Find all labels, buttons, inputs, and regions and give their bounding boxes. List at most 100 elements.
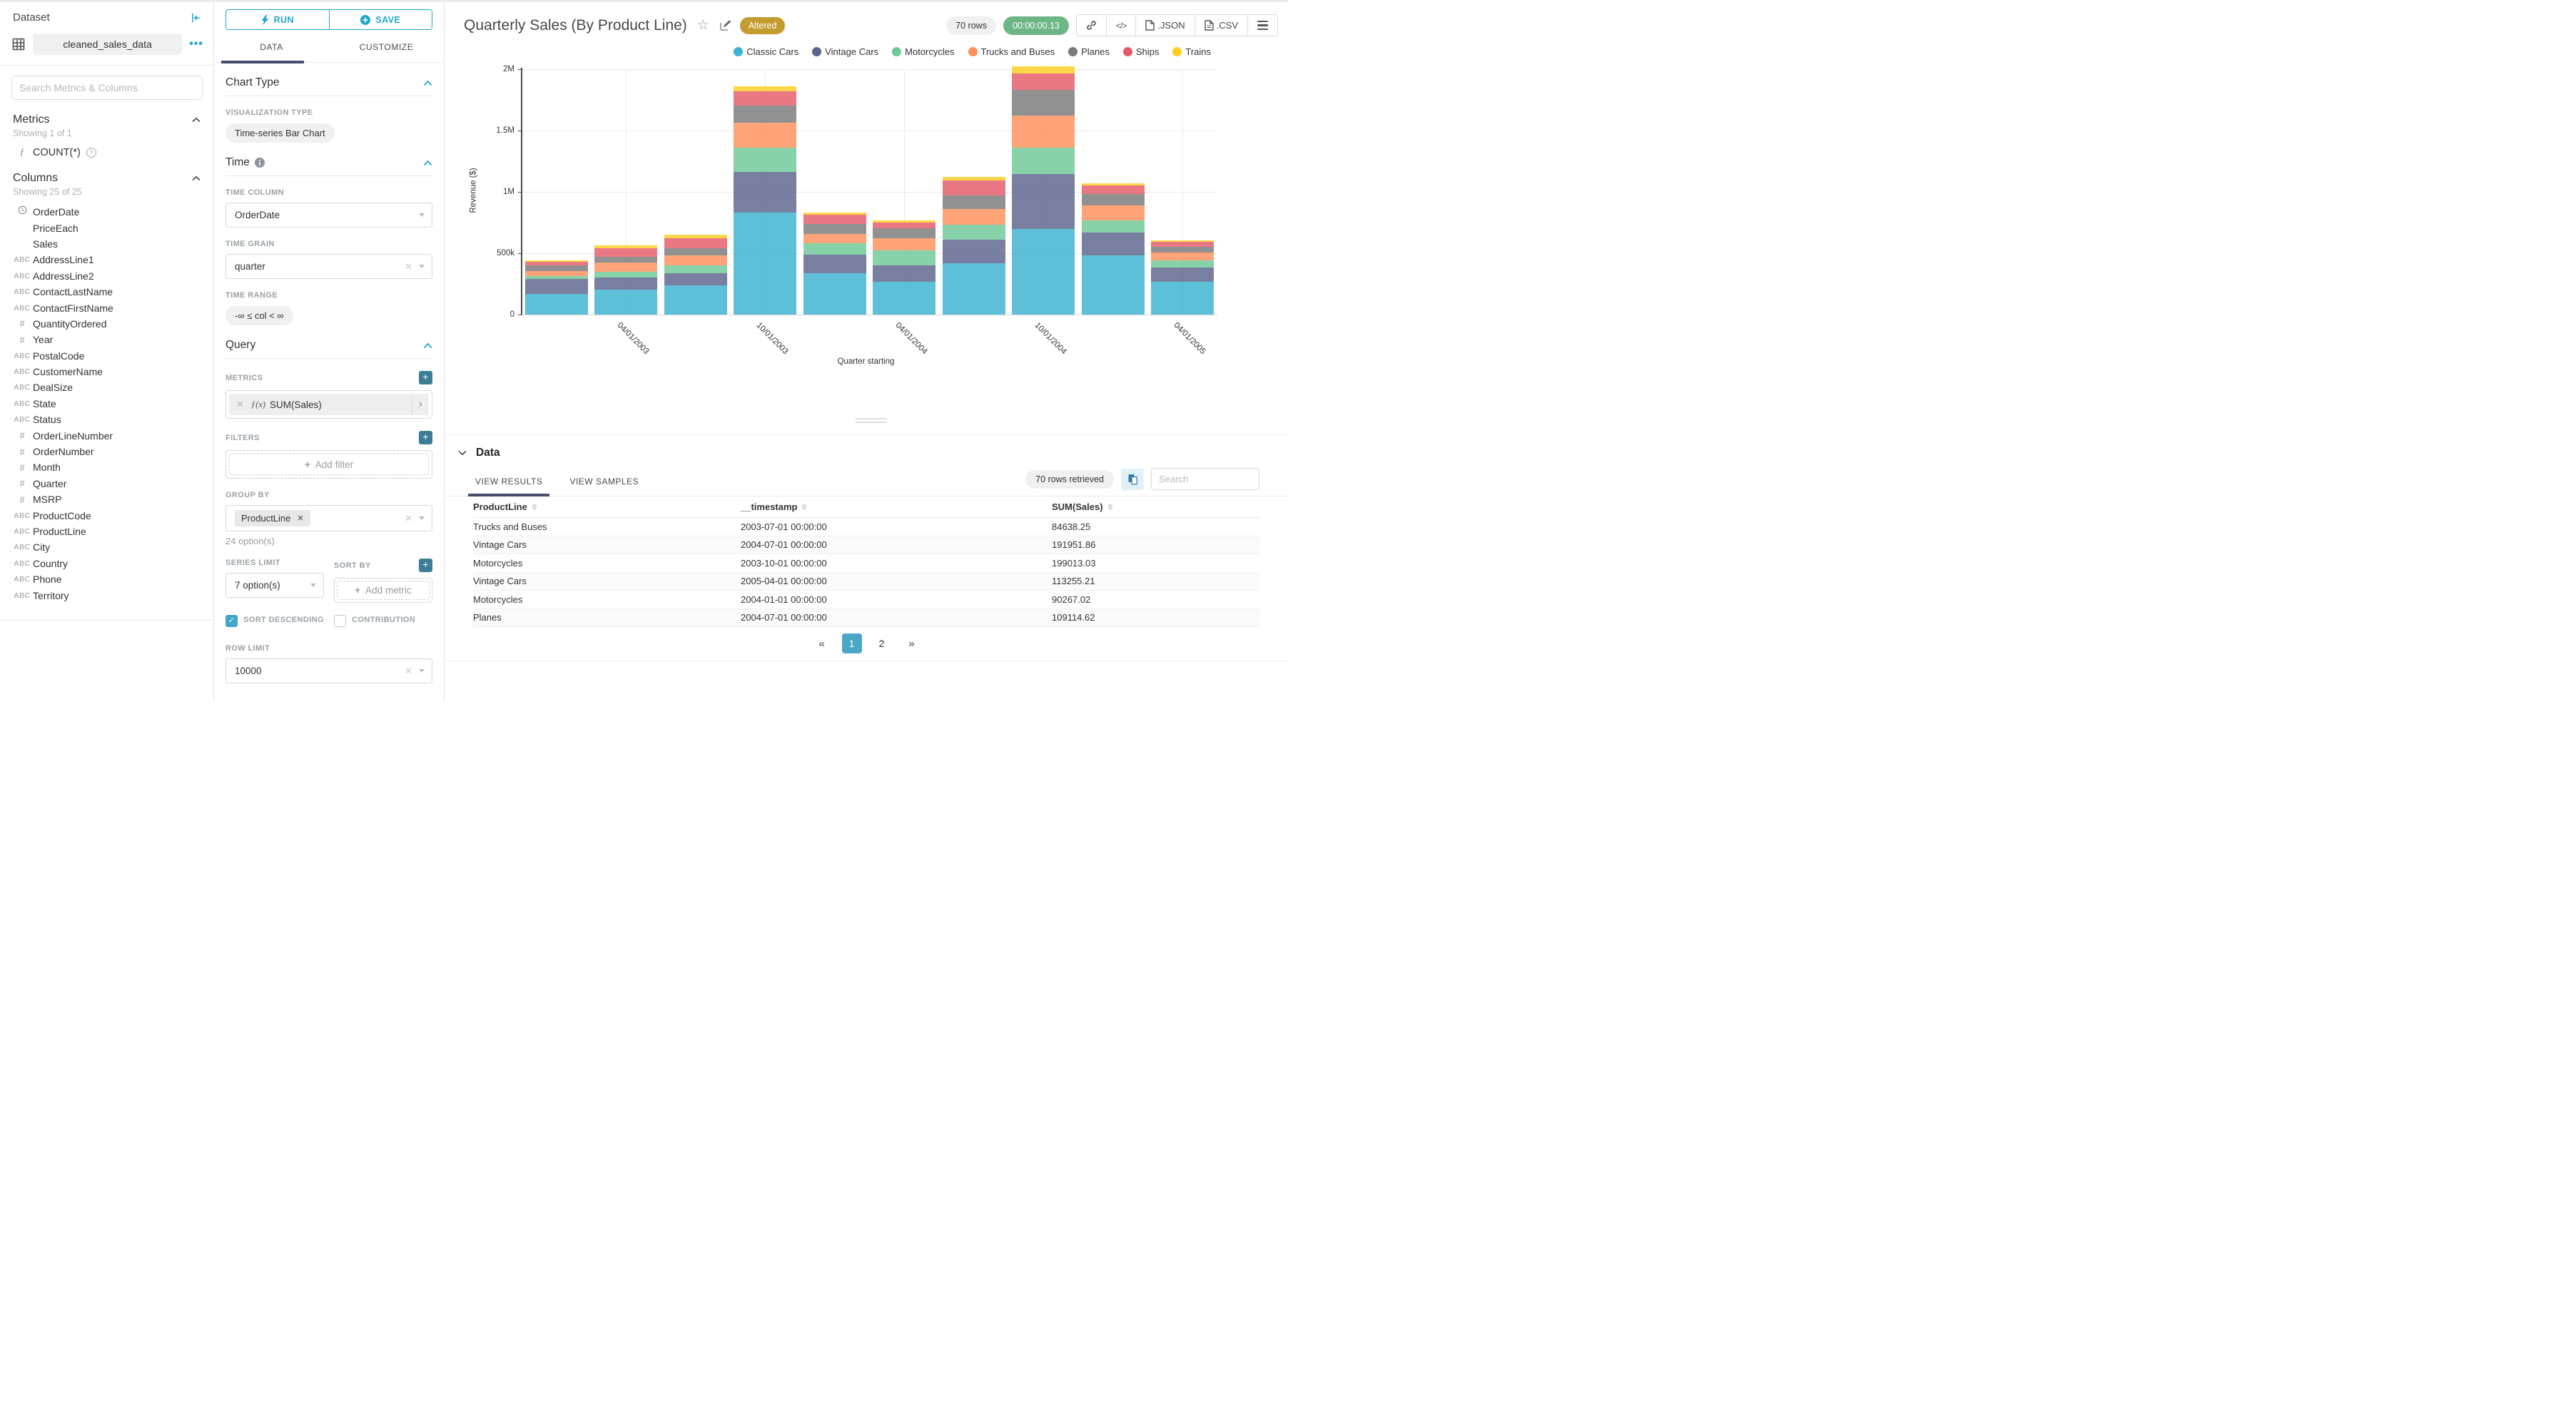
add-filter-button[interactable]: + <box>419 431 432 444</box>
remove-icon[interactable]: ✕ <box>236 399 244 409</box>
sort-icon[interactable] <box>801 504 808 510</box>
bar-segment-vintage-cars[interactable] <box>803 254 866 273</box>
table-row[interactable]: Trucks and Buses 2003-07-01 00:00:00 84638… <box>473 518 1259 536</box>
sort-icon[interactable] <box>531 504 537 510</box>
column-item-dealsize[interactable]: ABC DealSize <box>0 379 213 395</box>
pagination-next[interactable]: » <box>908 637 915 650</box>
legend-item-ships[interactable]: Ships <box>1122 46 1159 57</box>
bar-segment-motorcycles[interactable] <box>1081 220 1145 233</box>
time-range-value[interactable]: -∞ ≤ col < ∞ <box>225 306 293 325</box>
column-item-addressline2[interactable]: ABC AddressLine2 <box>0 268 213 284</box>
clear-icon[interactable]: ✕ <box>405 260 412 272</box>
column-item-state[interactable]: ABC State <box>0 396 213 412</box>
export-csv-button[interactable]: .CSV <box>1195 14 1248 36</box>
bar-segment-motorcycles[interactable] <box>1012 148 1075 175</box>
bar-segment-trains[interactable] <box>664 235 727 238</box>
bar-segment-classic-cars[interactable] <box>1081 255 1145 315</box>
tab-customize[interactable]: CUSTOMIZE <box>359 42 414 52</box>
bar-segment-ships[interactable] <box>1012 73 1075 90</box>
chevron-up-icon[interactable] <box>192 113 201 126</box>
bar-segment-classic-cars[interactable] <box>1012 229 1075 315</box>
bar-segment-classic-cars[interactable] <box>873 282 936 315</box>
column-item-year[interactable]: # Year <box>0 332 213 347</box>
column-item-contactfirstname[interactable]: ABC ContactFirstName <box>0 300 213 315</box>
bar-segment-ships[interactable] <box>664 238 727 249</box>
add-sort-metric-button[interactable]: + <box>419 559 432 572</box>
contribution-checkbox[interactable] <box>334 615 346 627</box>
column-item-territory[interactable]: ABC Territory <box>0 587 213 603</box>
table-row[interactable]: Vintage Cars 2005-04-01 00:00:00 113255.21 <box>473 572 1259 591</box>
chevron-up-icon[interactable] <box>423 80 432 86</box>
bar-segment-ships[interactable] <box>594 248 658 257</box>
bar-segment-classic-cars[interactable] <box>524 293 588 315</box>
column-item-contactlastname[interactable]: ABC ContactLastName <box>0 284 213 300</box>
collapse-data-chevron-icon[interactable] <box>458 447 467 459</box>
row-limit-select[interactable]: 10000 ✕ <box>225 658 432 683</box>
bar-segment-motorcycles[interactable] <box>594 272 658 277</box>
bar-segment-motorcycles[interactable] <box>524 275 588 280</box>
bar-segment-motorcycles[interactable] <box>734 148 797 173</box>
bar-segment-trains[interactable] <box>1151 240 1215 242</box>
bar-segment-classic-cars[interactable] <box>594 289 658 315</box>
bar-segment-trucks-and-buses[interactable] <box>803 234 866 244</box>
time-grain-select[interactable]: quarter ✕ <box>225 254 432 279</box>
pagination-page-2[interactable]: 2 <box>878 638 885 649</box>
column-item-addressline1[interactable]: ABC AddressLine1 <box>0 252 213 268</box>
bar-segment-vintage-cars[interactable] <box>1012 174 1075 230</box>
bar-segment-ships[interactable] <box>524 262 588 266</box>
bar-segment-planes[interactable] <box>734 105 797 123</box>
time-column-select[interactable]: OrderDate <box>225 203 432 228</box>
column-item-priceeach[interactable]: PriceEach <box>0 220 213 235</box>
column-item-productline[interactable]: ABC ProductLine <box>0 524 213 539</box>
bar-segment-vintage-cars[interactable] <box>664 272 727 285</box>
bar-segment-trains[interactable] <box>1012 66 1075 73</box>
column-item-phone[interactable]: ABC Phone <box>0 571 213 587</box>
chevron-up-icon[interactable] <box>423 342 432 349</box>
table-row[interactable]: Motorcycles 2003-10-01 00:00:00 199013.03 <box>473 554 1259 573</box>
column-item-customername[interactable]: ABC CustomerName <box>0 364 213 379</box>
bar-segment-trains[interactable] <box>873 220 936 223</box>
legend-item-motorcycles[interactable]: Motorcycles <box>892 46 955 57</box>
column-item-msrp[interactable]: # MSRP <box>0 491 213 507</box>
bar-segment-vintage-cars[interactable] <box>1081 232 1145 256</box>
column-item-ordernumber[interactable]: # OrderNumber <box>0 444 213 459</box>
bar-segment-trucks-and-buses[interactable] <box>524 270 588 276</box>
series-limit-select[interactable]: 7 option(s) <box>225 573 324 598</box>
column-header-sum-sales-[interactable]: SUM(Sales) <box>1052 501 1259 512</box>
sort-icon[interactable] <box>1107 504 1113 510</box>
bar-segment-vintage-cars[interactable] <box>594 277 658 290</box>
clear-icon[interactable]: ✕ <box>405 512 412 524</box>
sort-descending-checkbox[interactable]: ✓ <box>225 615 238 627</box>
copy-data-button[interactable] <box>1121 468 1144 490</box>
bar-segment-trucks-and-buses[interactable] <box>664 255 727 266</box>
legend-item-trucks-and-buses[interactable]: Trucks and Buses <box>968 46 1055 57</box>
bar-segment-vintage-cars[interactable] <box>734 172 797 213</box>
legend-item-classic-cars[interactable]: Classic Cars <box>734 46 798 57</box>
bar-segment-ships[interactable] <box>803 214 866 225</box>
bar-segment-planes[interactable] <box>803 224 866 235</box>
bar-segment-planes[interactable] <box>524 265 588 271</box>
bar-segment-ships[interactable] <box>942 180 1005 195</box>
chevron-right-icon[interactable]: › <box>411 394 429 415</box>
bar-segment-trains[interactable] <box>1081 183 1145 186</box>
bar-segment-trucks-and-buses[interactable] <box>1151 253 1215 260</box>
tab-view-results[interactable]: VIEW RESULTS <box>467 469 550 496</box>
bar-segment-classic-cars[interactable] <box>942 263 1005 315</box>
pagination-prev[interactable]: « <box>818 637 825 650</box>
column-item-postalcode[interactable]: ABC PostalCode <box>0 348 213 364</box>
column-item-quantityordered[interactable]: # QuantityOrdered <box>0 316 213 332</box>
bar-segment-vintage-cars[interactable] <box>1151 268 1215 282</box>
bar-segment-motorcycles[interactable] <box>1151 260 1215 268</box>
bar-segment-trucks-and-buses[interactable] <box>594 262 658 272</box>
bar-segment-planes[interactable] <box>664 248 727 255</box>
bar-segment-classic-cars[interactable] <box>803 272 866 315</box>
legend-item-vintage-cars[interactable]: Vintage Cars <box>812 46 878 57</box>
bar-segment-trucks-and-buses[interactable] <box>1081 205 1145 220</box>
bar-segment-trucks-and-buses[interactable] <box>1012 116 1075 148</box>
bar-segment-planes[interactable] <box>1081 194 1145 205</box>
remove-tag-icon[interactable]: ✕ <box>297 514 304 523</box>
bar-segment-classic-cars[interactable] <box>664 285 727 315</box>
column-item-orderdate[interactable]: OrderDate <box>0 204 213 220</box>
bar-segment-trains[interactable] <box>803 212 866 215</box>
bar-segment-trucks-and-buses[interactable] <box>734 123 797 148</box>
